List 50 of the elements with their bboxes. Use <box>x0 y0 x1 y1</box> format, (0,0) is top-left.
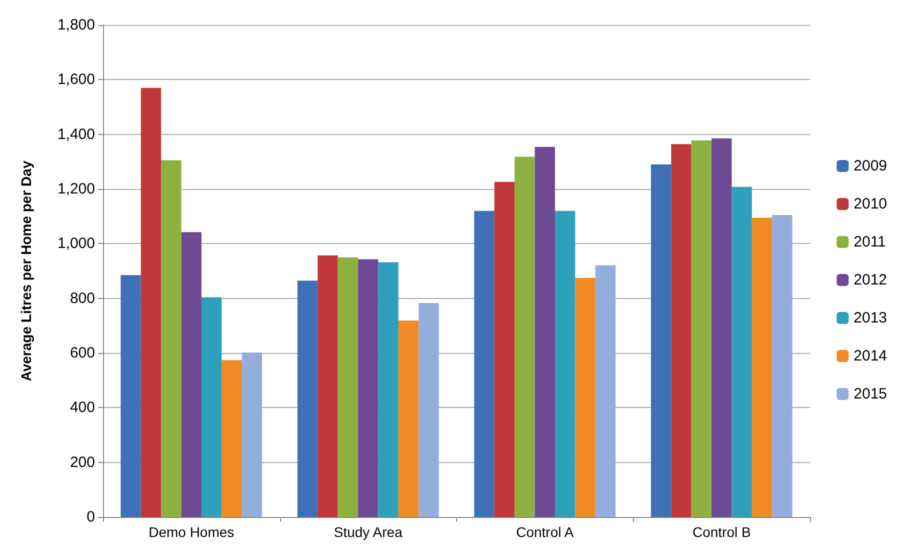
bar <box>181 232 202 517</box>
y-tick-label: 0 <box>86 508 95 526</box>
bar <box>534 146 555 517</box>
legend-label: 2015 <box>854 386 888 402</box>
bar <box>120 275 141 517</box>
bar <box>595 265 616 517</box>
bar <box>201 297 222 517</box>
legend-label: 2011 <box>854 234 886 250</box>
bar <box>554 210 576 517</box>
x-tick-label: Demo Homes <box>148 524 234 540</box>
y-tick-label: 800 <box>70 290 95 307</box>
y-tick-label: 600 <box>70 344 95 362</box>
bar <box>752 218 772 517</box>
bar <box>222 360 242 517</box>
bar <box>297 280 318 517</box>
x-tick-label: Control B <box>692 524 751 540</box>
bar <box>242 352 262 517</box>
legend-label: 2012 <box>854 272 888 288</box>
y-tick-label: 1,000 <box>57 235 95 252</box>
y-tick-label: 1,200 <box>57 180 95 198</box>
y-tick-label: 200 <box>70 454 95 471</box>
bar <box>494 182 515 517</box>
bar <box>358 259 378 517</box>
bar <box>398 320 419 517</box>
bar <box>732 186 752 517</box>
legend-label: 2014 <box>854 348 888 364</box>
legend-label: 2009 <box>854 158 888 174</box>
bar <box>338 257 358 517</box>
bar <box>418 302 439 517</box>
bar <box>378 262 398 517</box>
y-tick-label: 1,600 <box>57 71 95 88</box>
x-tick-label: Control A <box>516 524 574 540</box>
bar <box>140 88 162 517</box>
y-tick-label: 1,800 <box>57 16 95 34</box>
bar <box>575 278 596 517</box>
bar <box>514 156 535 517</box>
bar <box>161 160 182 517</box>
bar <box>712 138 732 517</box>
x-tick-label: Study Area <box>334 524 403 540</box>
y-tick-label: 400 <box>70 399 95 416</box>
y-axis-title: Average Litres per Home per Day <box>18 160 34 382</box>
bar <box>772 214 792 517</box>
bar <box>671 144 692 517</box>
legend-label: 2013 <box>854 310 888 326</box>
legend-label: 2010 <box>854 196 888 212</box>
bar <box>650 164 672 517</box>
bar <box>318 255 338 517</box>
y-tick-label: 1,400 <box>57 126 95 143</box>
bar <box>691 140 712 517</box>
bar <box>474 210 494 517</box>
